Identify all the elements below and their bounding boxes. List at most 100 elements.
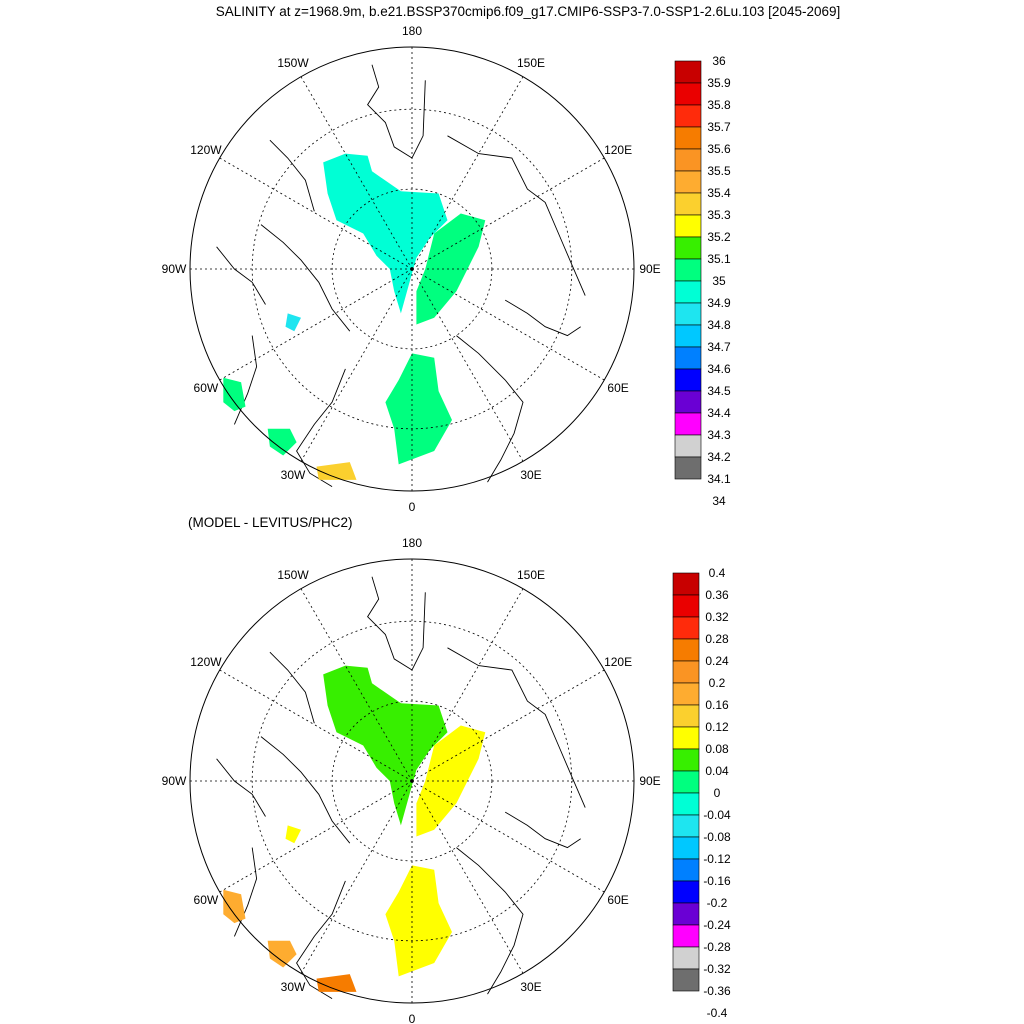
meridian-line [300,268,413,462]
longitude-label: 150W [277,568,309,582]
data-region-2 [416,725,486,837]
coastline-3 [504,299,581,337]
coastline-6 [233,847,258,937]
panel-2-map: 180 150E 120E 90E 60E 30E 0 30W 60W 90W 120W 150W [162,536,661,1024]
colorbar-label: 34.3 [707,428,731,442]
colorbar-swatch [674,302,702,326]
meridian-line [300,780,413,974]
longitude-label: 120W [190,143,222,157]
colorbar-swatch [674,390,702,414]
colorbar-label: 34.4 [707,406,731,420]
longitude-label: 180 [402,24,422,38]
data-region-5 [223,377,246,412]
meridian-line [300,76,413,270]
data-region-4 [285,313,301,332]
coastline-4 [456,847,524,995]
colorbar-swatch [672,726,700,750]
data-region-1 [323,153,448,314]
latitude-circle-1 [331,188,493,350]
meridian-line [411,76,524,270]
colorbar-label: -0.28 [703,940,731,954]
data-region-7 [316,974,357,992]
coastline-8 [216,246,266,305]
meridian-line [219,268,413,381]
colorbar-label: 34.2 [707,450,731,464]
meridian-line [411,780,605,893]
colorbar-label: 0.16 [705,698,729,712]
panel-2-title: (MODEL - LEVITUS/PHC2) [188,515,353,530]
latitude-circle-2 [251,108,573,430]
colorbar-swatch [674,170,702,194]
colorbar-label: -0.24 [703,918,731,932]
data-region-2 [416,213,486,325]
coastline-6 [233,335,258,425]
colorbar-label: 0.32 [705,610,729,624]
coastline-7 [260,224,351,332]
data-region-4 [285,825,301,844]
meridian-line [411,780,524,974]
colorbar-label: 35.5 [707,164,731,178]
colorbar-swatch [674,346,702,370]
meridian-line [219,157,413,270]
colorbar-label: 0.36 [705,588,729,602]
longitude-label: 60W [194,893,219,907]
colorbar-label: 0.08 [705,742,729,756]
latitude-circle-2 [251,620,573,942]
colorbar-label: -0.4 [707,1006,728,1020]
coastline-2 [447,647,586,808]
colorbar-label: -0.04 [703,808,731,822]
longitude-label: 120E [604,143,632,157]
longitude-label: 150E [517,568,545,582]
colorbar-label: -0.36 [703,984,731,998]
coastline-9 [269,651,315,724]
colorbar-label: 0.04 [705,764,729,778]
data-region-7 [316,462,357,480]
longitude-label: 150E [517,56,545,70]
map-boundary-circle [189,558,635,1004]
colorbar-swatch [674,192,702,216]
colorbar-label: 35.7 [707,120,731,134]
colorbar-label: 35.9 [707,76,731,90]
latitude-circle-1 [331,700,493,862]
colorbar-swatch [674,214,702,238]
colorbar-swatch [674,258,702,282]
meridian-line [411,669,605,782]
colorbar-label: 35.4 [707,186,731,200]
colorbar-swatch [672,968,700,992]
colorbar-label: 35.6 [707,142,731,156]
colorbar-label: -0.16 [703,874,731,888]
colorbar-label: 35.1 [707,252,731,266]
figure-title: SALINITY at z=1968.9m, b.e21.BSSP370cmip… [216,4,841,19]
longitude-label: 90E [639,774,660,788]
colorbar-swatch [672,638,700,662]
colorbar-swatch [674,236,702,260]
colorbar-swatch [674,82,702,106]
coastline-2 [447,135,586,296]
meridian-line [411,268,605,381]
coastline-4 [456,335,524,483]
coastline-9 [269,139,315,212]
data-region-6 [267,940,297,968]
colorbar-label: 35.8 [707,98,731,112]
data-region-1 [323,665,448,826]
meridian-line [411,268,524,462]
longitude-label: 60E [607,381,628,395]
colorbar-label: -0.08 [703,830,731,844]
data-region-3 [385,865,452,977]
colorbar-swatch [672,682,700,706]
colorbar-label: 35.3 [707,208,731,222]
colorbar-swatch [672,836,700,860]
colorbar-label: 34.7 [707,340,731,354]
colorbar-label: 0.28 [705,632,729,646]
colorbar-swatch [674,104,702,128]
colorbar-swatch [672,704,700,728]
colorbar-swatch [672,792,700,816]
colorbar-label: 0 [714,786,721,800]
colorbar-swatch [672,814,700,838]
longitude-label: 30E [520,468,541,482]
meridian-line [411,157,605,270]
longitude-label: 90E [639,262,660,276]
coastline-5 [296,880,346,999]
coastline-3 [504,811,581,849]
longitude-label: 30W [281,980,306,994]
